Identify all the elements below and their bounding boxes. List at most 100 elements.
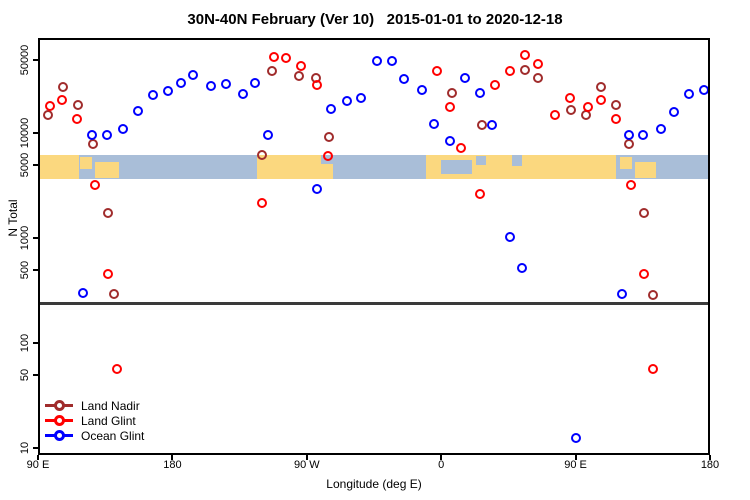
point-ocean_glint	[371, 56, 382, 67]
point-ocean_glint	[699, 85, 708, 96]
y-tick-mark	[33, 236, 38, 239]
point-land_glint	[112, 364, 123, 375]
point-ocean_glint	[486, 119, 497, 130]
x-tick-mark	[37, 455, 39, 460]
legend-label-ocean-glint: Ocean Glint	[81, 428, 145, 443]
point-land_glint	[610, 114, 621, 125]
land-nadir-marker-icon	[45, 400, 73, 411]
map-land-segment	[257, 154, 333, 180]
point-ocean_glint	[445, 136, 456, 147]
point-land_glint	[519, 50, 530, 61]
point-land_glint	[549, 109, 560, 120]
point-ocean_glint	[516, 263, 527, 274]
point-land_nadir	[446, 87, 457, 98]
point-land_nadir	[595, 81, 606, 92]
point-land_glint	[564, 92, 575, 103]
map-land-segment	[94, 161, 119, 178]
x-tick-label: 90 W	[293, 459, 320, 471]
ocean-glint-marker-icon	[45, 430, 73, 441]
legend-item-land-glint: Land Glint	[45, 413, 144, 428]
y-tick-label: 50000	[19, 44, 31, 75]
x-tick-mark	[305, 455, 308, 460]
point-ocean_glint	[237, 89, 248, 100]
point-land_glint	[56, 94, 67, 105]
point-land_nadir	[109, 289, 120, 300]
point-land_nadir	[610, 99, 621, 110]
point-land_glint	[475, 188, 486, 199]
point-ocean_glint	[355, 92, 366, 103]
point-ocean_glint	[504, 232, 515, 243]
point-land_glint	[582, 102, 593, 113]
point-land_nadir	[324, 132, 335, 143]
map-ocean-segment	[441, 160, 472, 174]
map-land-segment	[80, 157, 93, 170]
y-tick-label: 5000	[19, 152, 31, 177]
point-land_glint	[648, 364, 659, 375]
y-tick-label: 500	[19, 260, 31, 279]
point-ocean_glint	[133, 106, 144, 117]
x-tick-mark	[574, 455, 577, 460]
chart-title: 30N-40N February (Ver 10) 2015-01-01 to …	[187, 11, 563, 28]
y-tick-mark	[33, 58, 38, 61]
point-land_glint	[44, 101, 55, 112]
point-land_glint	[322, 151, 333, 162]
point-land_nadir	[639, 208, 650, 219]
point-ocean_glint	[460, 73, 471, 84]
point-ocean_glint	[77, 288, 88, 299]
point-land_glint	[71, 114, 82, 125]
y-tick-mark	[33, 268, 38, 271]
y-tick-mark	[33, 132, 38, 134]
map-land-segment	[40, 154, 79, 180]
point-land_nadir	[58, 81, 69, 92]
point-ocean_glint	[570, 432, 581, 443]
point-ocean_glint	[312, 184, 323, 195]
point-land_nadir	[624, 138, 635, 149]
point-ocean_glint	[624, 129, 635, 140]
x-tick-mark	[440, 455, 443, 460]
point-land_nadir	[648, 290, 659, 301]
x-tick-label: 90 E	[564, 459, 587, 471]
legend-item-land-nadir: Land Nadir	[45, 398, 144, 413]
y-tick-mark	[33, 163, 38, 166]
x-tick-label: 90 E	[26, 459, 50, 471]
point-land_nadir	[476, 119, 487, 130]
point-ocean_glint	[249, 78, 260, 89]
point-ocean_glint	[206, 81, 217, 92]
y-axis-title: N Total	[6, 199, 20, 237]
point-ocean_glint	[616, 289, 627, 300]
map-ocean-segment	[475, 155, 486, 165]
point-land_glint	[595, 94, 606, 105]
point-ocean_glint	[684, 89, 695, 100]
point-land_glint	[103, 268, 114, 279]
latitude-map-band	[40, 154, 708, 180]
point-ocean_glint	[428, 118, 439, 129]
y-tick-mark	[33, 341, 38, 344]
point-land_glint	[533, 58, 544, 69]
point-ocean_glint	[342, 95, 353, 106]
point-land_glint	[295, 60, 306, 71]
point-land_nadir	[519, 64, 530, 75]
point-land_glint	[455, 142, 466, 153]
map-land-segment	[619, 157, 632, 170]
point-land_nadir	[73, 99, 84, 110]
legend-label-land-nadir: Land Nadir	[81, 398, 140, 413]
point-land_glint	[445, 102, 456, 113]
point-ocean_glint	[162, 86, 173, 97]
point-land_nadir	[88, 138, 99, 149]
point-land_nadir	[533, 72, 544, 83]
map-land-segment	[634, 161, 656, 178]
x-tick-label: 180	[700, 459, 720, 471]
x-tick-mark	[171, 455, 174, 460]
point-ocean_glint	[386, 56, 397, 67]
x-tick-mark	[709, 455, 711, 460]
point-land_glint	[257, 197, 267, 208]
point-land_glint	[89, 179, 100, 190]
point-land_nadir	[267, 65, 278, 76]
point-ocean_glint	[262, 129, 273, 140]
point-ocean_glint	[118, 124, 129, 135]
point-land_nadir	[103, 208, 114, 219]
map-ocean-segment	[511, 154, 522, 166]
point-ocean_glint	[325, 104, 336, 115]
point-land_glint	[504, 65, 515, 76]
